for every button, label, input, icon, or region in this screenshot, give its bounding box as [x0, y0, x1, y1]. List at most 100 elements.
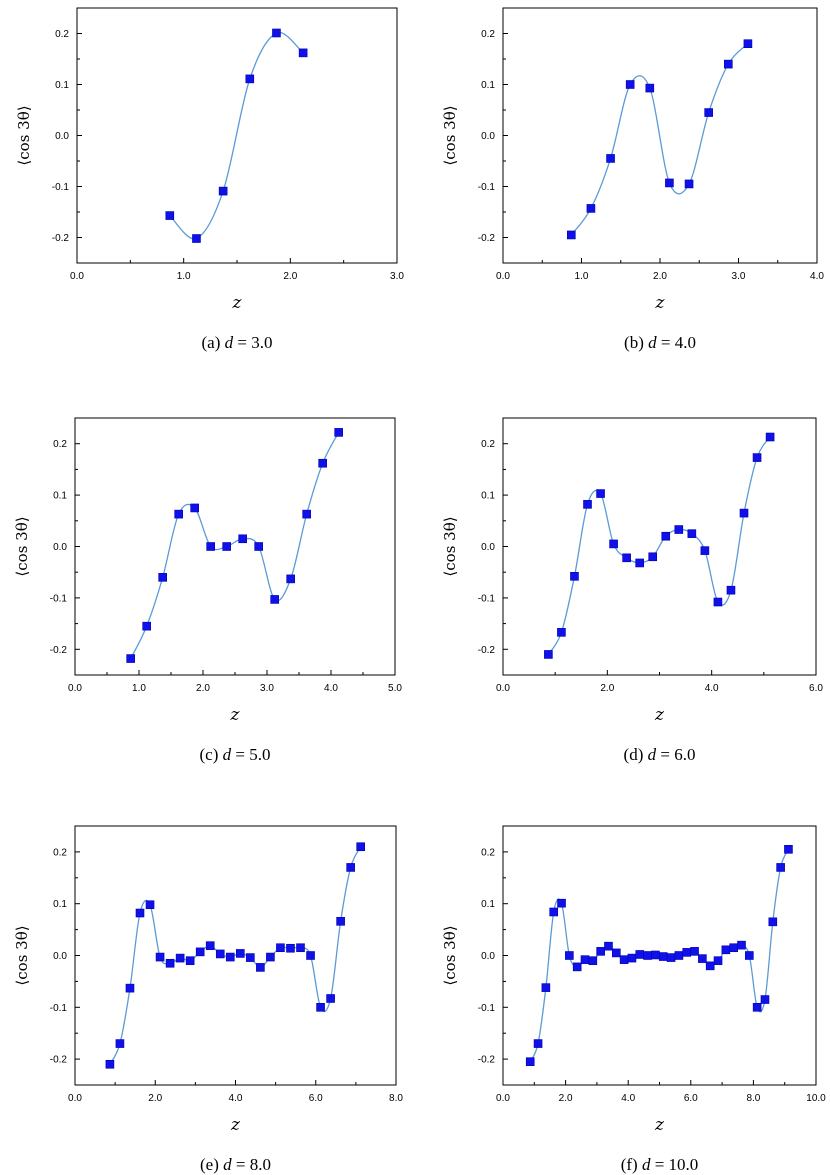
data-point: [218, 186, 228, 196]
panel-caption: (f) d = 10.0: [621, 1155, 699, 1174]
x-tick-label: 5.0: [388, 683, 402, 694]
x-tick-label: 2.0: [148, 1093, 162, 1104]
y-tick-label: 0.1: [53, 899, 67, 910]
fit-curve: [130, 432, 340, 659]
x-tick-label: 3.0: [732, 271, 746, 282]
data-point: [238, 534, 247, 544]
data-point: [713, 956, 723, 965]
data-point: [674, 525, 684, 534]
y-tick-label: -0.2: [478, 233, 496, 244]
data-point: [625, 80, 635, 89]
data-point: [596, 489, 605, 498]
y-tick-label: 0.1: [481, 491, 495, 502]
caption-variable: d: [642, 1155, 651, 1174]
chart-panel-d: 0.0 2.0 4.0 6.0 -0.2 -0.1 0.0 0.1 0.2 z ⟨cos 3θ⟩ (d…: [441, 417, 823, 764]
data-point: [661, 531, 671, 541]
x-tick-label: 4.0: [324, 683, 338, 694]
data-point: [549, 907, 559, 917]
y-axis-label: ⟨cos 3θ⟩: [13, 925, 31, 985]
panel-caption: (e) d = 8.0: [200, 1155, 271, 1174]
panel-caption: (d) d = 6.0: [624, 745, 696, 764]
y-tick-label: 0.0: [53, 951, 67, 962]
y-tick-label: -0.1: [478, 182, 496, 193]
fit-curve: [109, 846, 362, 1065]
data-point: [544, 650, 553, 659]
x-tick-label: 2.0: [600, 683, 614, 694]
data-point: [286, 574, 295, 584]
data-point: [658, 952, 668, 961]
data-point: [306, 951, 315, 960]
fit-curve: [547, 436, 771, 655]
data-point: [215, 949, 225, 959]
data-point: [704, 108, 713, 117]
data-point: [684, 179, 694, 189]
data-point: [115, 1039, 125, 1048]
caption-variable: d: [648, 333, 657, 352]
x-tick-label: 6.0: [309, 1093, 323, 1104]
fit-curve: [169, 31, 304, 240]
y-tick-label: 0.2: [53, 847, 67, 858]
data-point: [776, 863, 785, 872]
data-point: [126, 654, 135, 663]
x-tick-label: 0.0: [68, 683, 82, 694]
data-point: [272, 28, 281, 38]
y-tick-label: 0.2: [53, 439, 67, 450]
data-point: [666, 953, 676, 962]
data-point: [723, 59, 733, 69]
x-axis-label: z: [230, 705, 241, 725]
x-tick-label: 2.0: [653, 271, 667, 282]
y-axis-label: ⟨cos 3θ⟩: [441, 925, 459, 985]
data-point: [195, 947, 205, 957]
y-tick-label: 0.0: [481, 951, 495, 962]
data-point: [765, 432, 775, 442]
x-axis-label: z: [655, 293, 666, 313]
data-point: [125, 983, 135, 993]
caption-value: = 6.0: [656, 745, 695, 764]
y-tick-label: -0.2: [478, 1055, 496, 1066]
x-tick-label: 1.0: [575, 271, 589, 282]
caption-prefix: (e): [200, 1155, 223, 1174]
data-point: [346, 863, 355, 872]
data-point: [609, 539, 618, 549]
data-point: [245, 74, 255, 84]
y-tick-label: 0.0: [481, 131, 495, 142]
data-point: [705, 961, 715, 971]
data-point: [745, 951, 754, 960]
x-tick-label: 1.0: [177, 271, 191, 282]
data-point: [155, 952, 165, 962]
caption-value: = 5.0: [231, 745, 270, 764]
data-point: [674, 951, 684, 960]
y-tick-label: 0.2: [481, 29, 495, 40]
data-point: [651, 950, 660, 960]
caption-prefix: (f): [621, 1155, 642, 1174]
x-tick-label: 2.0: [283, 271, 297, 282]
x-tick-label: 4.0: [229, 1093, 243, 1104]
data-point: [254, 542, 263, 551]
y-tick-label: 0.1: [481, 899, 495, 910]
caption-variable: d: [223, 1155, 232, 1174]
x-tick-label: 2.0: [559, 1093, 573, 1104]
data-point: [643, 951, 652, 960]
y-tick-label: 0.2: [481, 847, 495, 858]
data-point: [700, 546, 710, 555]
y-axis-label: ⟨cos 3θ⟩: [441, 516, 459, 576]
data-point: [222, 542, 231, 551]
data-point: [635, 558, 644, 568]
data-point: [682, 948, 692, 957]
data-point: [142, 621, 151, 631]
data-point: [721, 945, 731, 955]
y-tick-label: -0.2: [50, 1055, 68, 1066]
data-point: [645, 83, 655, 93]
data-point: [175, 953, 185, 963]
data-point: [739, 508, 749, 518]
data-point: [296, 943, 305, 953]
y-tick-label: -0.1: [50, 593, 68, 604]
caption-variable: d: [648, 745, 657, 764]
y-axis-label: ⟨cos 3θ⟩: [15, 105, 33, 165]
y-tick-label: 0.2: [481, 439, 495, 450]
x-tick-label: 8.0: [746, 1093, 760, 1104]
y-tick-label: 0.2: [55, 29, 69, 40]
x-tick-label: 4.0: [810, 271, 824, 282]
data-point: [752, 1002, 762, 1012]
x-tick-label: 0.0: [496, 271, 510, 282]
